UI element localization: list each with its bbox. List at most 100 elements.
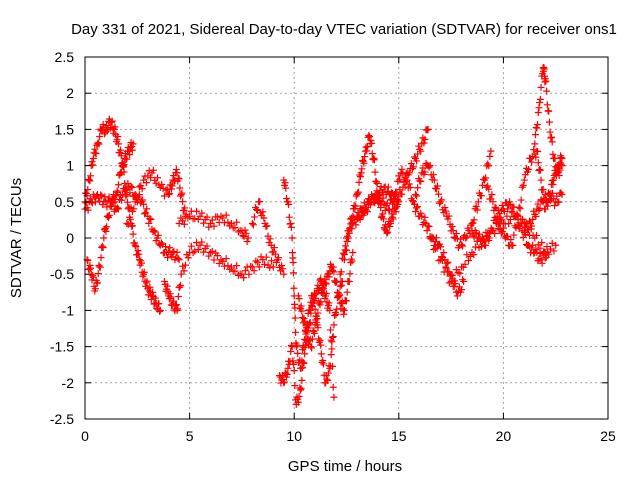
data-point [461,260,469,268]
data-point [368,150,376,158]
data-point [311,321,319,329]
data-point [472,229,480,237]
data-point [143,277,151,285]
data-point [443,259,451,267]
data-point [334,292,342,300]
data-point [111,198,119,206]
data-point [329,362,337,370]
data-point [131,241,139,249]
data-point [545,118,553,126]
data-point [203,213,211,221]
data-point [339,249,347,257]
data-point [269,263,277,271]
y-axis-title: SDTVAR / TECUs [8,178,25,298]
data-point [213,213,221,221]
y-tick-label: 2.5 [55,49,75,65]
data-point [231,267,239,275]
data-point [480,236,488,244]
data-point [208,216,216,224]
data-point [149,288,157,296]
data-point [181,261,189,269]
data-point [198,238,206,246]
data-point [129,140,137,148]
data-point [533,231,541,239]
data-point [167,181,175,189]
data-point [393,188,401,196]
data-point [256,198,264,206]
y-tick-labels: -2.5 -2 -1.5 -1 -0.5 0 0.5 1 1.5 2 2.5 [50,49,74,427]
data-point [301,350,309,358]
data-point [329,333,337,341]
data-point [194,215,202,223]
data-point [368,139,376,147]
data-point [322,280,330,288]
data-point [87,264,95,272]
data-point [520,227,528,235]
data-point [466,252,474,260]
y-tick-label: -1.5 [50,339,74,355]
data-point [289,357,297,365]
data-point [530,146,538,154]
data-point [97,191,105,199]
data-point [323,375,331,383]
data-point [222,255,230,263]
data-point [366,133,374,141]
data-point [549,150,557,158]
data-point [535,104,543,112]
data-point [299,319,307,327]
data-point [283,370,291,378]
data-point [315,335,323,343]
data-point [85,266,93,274]
data-point [375,191,383,199]
data-point [107,202,115,210]
data-point [555,198,563,206]
x-tick-label: 20 [496,428,512,444]
data-point [370,154,378,162]
data-point [118,196,126,204]
data-point [457,235,465,243]
data-point [103,127,111,135]
data-point [86,177,94,185]
data-point [438,253,446,261]
data-point [543,101,551,109]
data-point [384,183,392,191]
x-tick-label: 15 [391,428,407,444]
data-point [355,178,363,186]
data-points [81,64,566,409]
data-point [191,247,199,255]
data-point [534,109,542,117]
data-point [414,184,422,192]
data-point [440,249,448,257]
data-point [129,230,137,238]
data-point [329,267,337,275]
data-point [280,270,288,278]
data-point [469,219,477,227]
data-point [326,306,334,314]
data-point [291,382,299,390]
data-point [496,214,504,222]
data-point [172,301,180,309]
x-tick-label: 5 [186,428,194,444]
data-point [157,239,165,247]
series-sat-track-18 [531,64,566,179]
data-point [142,179,150,187]
series-sat-track-10 [294,248,357,352]
data-point [349,248,357,256]
data-point [551,154,559,162]
data-point [542,253,550,261]
data-point [372,178,380,186]
data-point [91,285,99,293]
data-point [517,196,525,204]
data-point [252,257,260,265]
data-point [543,198,551,206]
data-point [484,160,492,168]
data-point [135,191,143,199]
data-point [538,259,546,267]
data-point [438,257,446,265]
data-point [213,252,221,260]
data-point [270,244,278,252]
data-point [200,219,208,227]
data-point [451,277,459,285]
data-point [173,248,181,256]
data-point [487,147,495,155]
